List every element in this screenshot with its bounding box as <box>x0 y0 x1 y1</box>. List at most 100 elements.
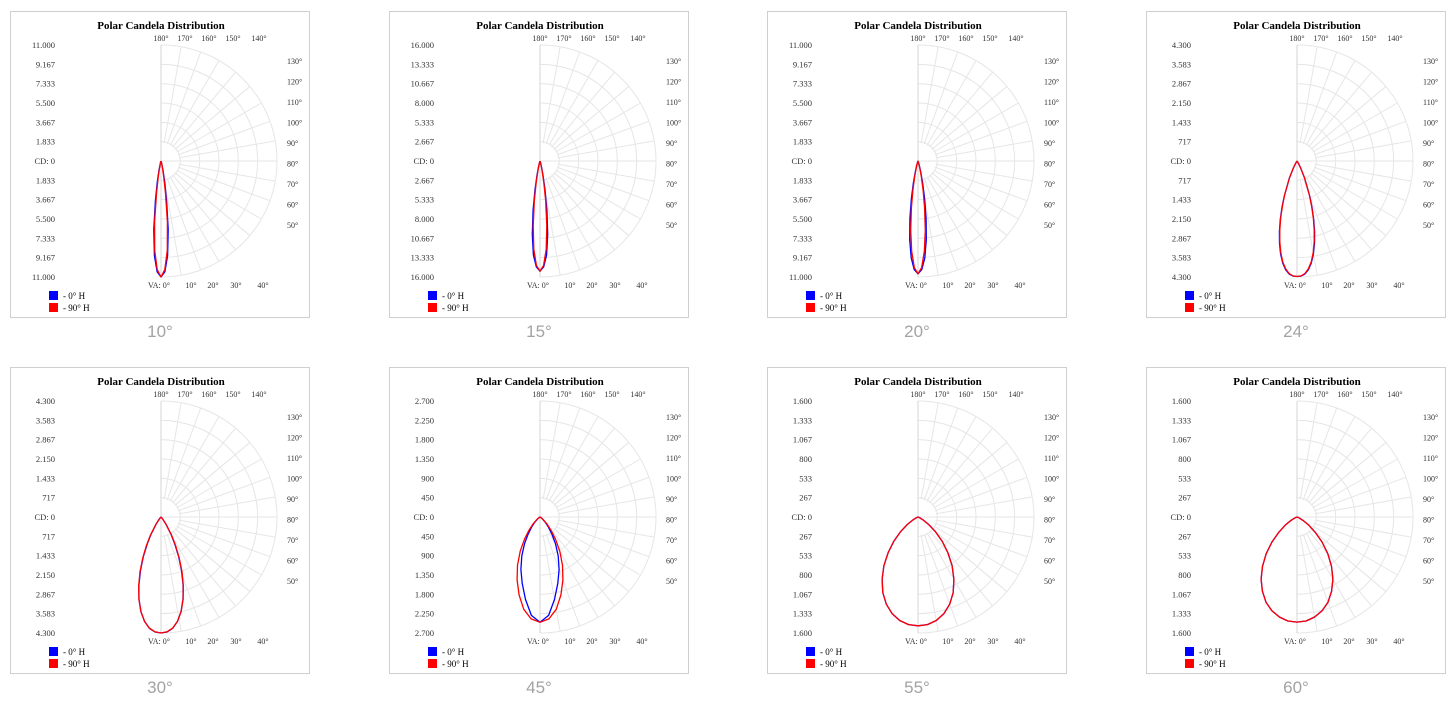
cd-tick-label: 1.433 <box>1172 195 1191 205</box>
angle-label-top: 170° <box>556 34 571 43</box>
angle-label-right: 100° <box>1044 475 1059 484</box>
angle-label-right: 120° <box>1423 78 1438 87</box>
angle-label-right: 50° <box>287 577 298 586</box>
cd-tick-label: 2.667 <box>415 137 434 147</box>
legend-label: - 90° H <box>63 303 90 313</box>
polar-grid <box>539 44 657 278</box>
chart-title: Polar Candela Distribution <box>854 20 982 32</box>
angle-label-right: 60° <box>1044 201 1055 210</box>
cd-tick-label: 3.667 <box>36 195 55 205</box>
angle-label-top: 180° <box>532 34 547 43</box>
cd-tick-label: 5.500 <box>36 98 55 108</box>
angle-label-top: 140° <box>251 34 266 43</box>
cd-tick-label: 8.000 <box>415 214 434 224</box>
angle-label-bottom: 20° <box>964 281 975 290</box>
angle-label-bottom: 40° <box>1393 281 1404 290</box>
legend-label: - 0° H <box>442 291 465 301</box>
angle-label-top: 150° <box>225 34 240 43</box>
cd-tick-label: 267 <box>1178 531 1191 541</box>
angle-label-right: 50° <box>1423 221 1434 230</box>
cd-tick-label: 2.867 <box>1172 79 1191 89</box>
cd-tick-label: 9.167 <box>793 59 812 69</box>
legend-swatch <box>1185 659 1194 668</box>
cd-tick-label: 9.167 <box>793 253 812 263</box>
legend-swatch <box>428 647 437 656</box>
polar-chart-svg: Polar Candela Distribution 16.000 13.333 10… <box>411 20 682 313</box>
series-curve-90h <box>1260 516 1334 623</box>
angle-label-top: 180° <box>1289 34 1304 43</box>
angle-label-right: 70° <box>1423 536 1434 545</box>
angle-label-top: 150° <box>982 390 997 399</box>
angle-label-top: 160° <box>1337 390 1352 399</box>
cd-tick-label: 4.300 <box>36 396 55 406</box>
cd-tick-label: 1.833 <box>793 137 812 147</box>
angle-label-right: 70° <box>666 180 677 189</box>
legend-label: - 90° H <box>1199 659 1226 669</box>
angle-label-bottom: 20° <box>964 637 975 646</box>
angle-label-bottom: VA: 0° <box>148 637 170 646</box>
angle-label-top: 160° <box>580 390 595 399</box>
angle-label-bottom: VA: 0° <box>527 281 549 290</box>
angle-label-top: 140° <box>1387 34 1402 43</box>
angle-label-bottom: 40° <box>257 281 268 290</box>
cd-tick-label: 2.700 <box>415 628 434 638</box>
angle-label-right: 100° <box>287 475 302 484</box>
cd-tick-label: 1.600 <box>793 628 812 638</box>
polar-chart-panel: Polar Candela Distribution 1.600 1.333 1.06… <box>767 367 1067 674</box>
cd-tick-label: 1.600 <box>793 396 812 406</box>
cd-tick-label: 2.700 <box>415 396 434 406</box>
angle-label-top: 170° <box>934 34 949 43</box>
angle-label-right: 120° <box>1423 434 1438 443</box>
cd-tick-label: 7.333 <box>793 233 812 243</box>
cd-tick-label: 450 <box>421 493 434 503</box>
chart-title: Polar Candela Distribution <box>97 376 225 388</box>
cd-tick-label: 4.300 <box>36 628 55 638</box>
cd-tick-label: 717 <box>42 531 55 541</box>
cd-tick-label: 7.333 <box>36 79 55 89</box>
cd-tick-label: 533 <box>799 551 812 561</box>
legend-swatch <box>1185 303 1194 312</box>
beam-angle-caption: 45° <box>526 678 552 697</box>
angle-label-top: 160° <box>201 390 216 399</box>
angle-label-bottom: 40° <box>1014 637 1025 646</box>
angle-label-bottom: 10° <box>1321 637 1332 646</box>
angle-label-bottom: 30° <box>1366 637 1377 646</box>
legend-label: - 0° H <box>1199 291 1222 301</box>
cd-tick-label: 1.067 <box>1172 589 1191 599</box>
cd-tick-label: CD: 0 <box>413 512 434 522</box>
cd-tick-label: 450 <box>421 531 434 541</box>
angle-label-top: 180° <box>910 390 925 399</box>
angle-label-bottom: VA: 0° <box>1284 637 1306 646</box>
angle-label-right: 50° <box>666 577 677 586</box>
angle-label-right: 130° <box>1044 57 1059 66</box>
cd-tick-label: 9.167 <box>36 253 55 263</box>
legend-swatch <box>806 303 815 312</box>
legend-label: - 90° H <box>1199 303 1226 313</box>
cd-tick-label: 13.333 <box>411 253 434 263</box>
angle-label-right: 80° <box>1044 516 1055 525</box>
angle-label-bottom: 40° <box>636 637 647 646</box>
angle-label-right: 90° <box>287 495 298 504</box>
cd-tick-label: 2.150 <box>36 454 55 464</box>
cd-tick-label: 5.500 <box>793 98 812 108</box>
angle-label-right: 130° <box>666 413 681 422</box>
angle-label-bottom: 30° <box>987 637 998 646</box>
series-curve-90h <box>516 516 564 623</box>
angle-label-right: 50° <box>1044 221 1055 230</box>
angle-label-bottom: 40° <box>257 637 268 646</box>
angle-label-right: 80° <box>666 516 677 525</box>
angle-label-right: 60° <box>1423 557 1434 566</box>
cd-tick-label: 2.867 <box>36 589 55 599</box>
legend-label: - 90° H <box>820 659 847 669</box>
cd-tick-label: 16.000 <box>411 272 434 282</box>
angle-label-right: 60° <box>666 201 677 210</box>
angle-label-right: 50° <box>1044 577 1055 586</box>
angle-label-right: 80° <box>666 160 677 169</box>
legend-swatch <box>806 659 815 668</box>
legend-label: - 0° H <box>820 647 843 657</box>
angle-label-right: 120° <box>287 434 302 443</box>
cd-tick-label: 800 <box>799 454 812 464</box>
legend-swatch <box>1185 291 1194 300</box>
cd-tick-label: 267 <box>799 493 812 503</box>
angle-label-right: 100° <box>666 475 681 484</box>
